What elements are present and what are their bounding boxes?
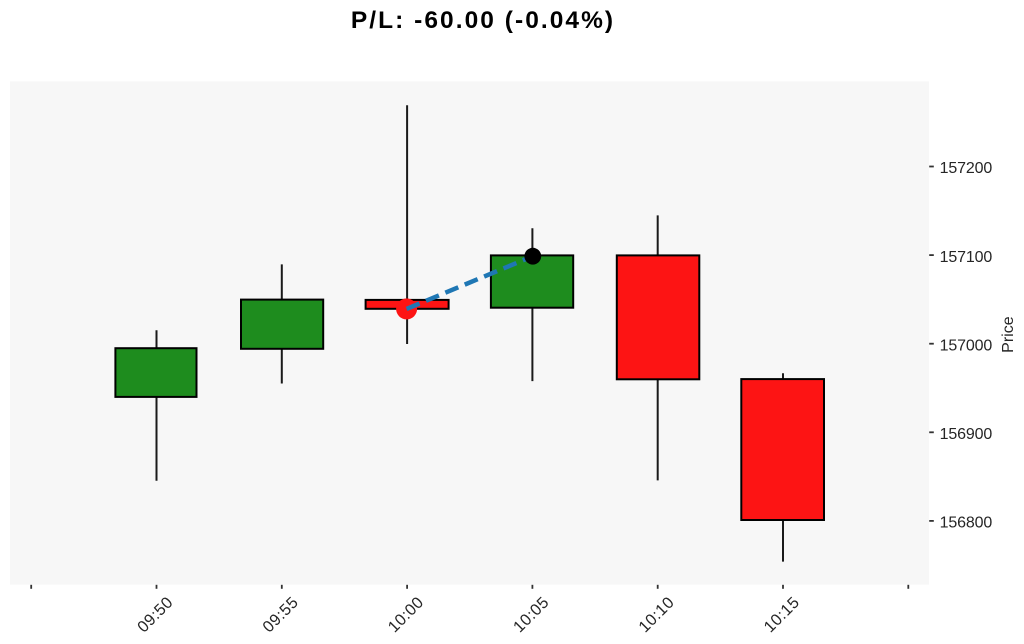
svg-text:10:10: 10:10 xyxy=(635,593,678,636)
svg-text:10:05: 10:05 xyxy=(510,593,553,636)
svg-text:10:15: 10:15 xyxy=(760,593,803,636)
svg-text:157100: 157100 xyxy=(940,249,993,266)
svg-text:Price: Price xyxy=(1000,316,1017,353)
svg-text:157200: 157200 xyxy=(940,160,993,177)
svg-text:09:55: 09:55 xyxy=(259,593,302,636)
svg-text:156800: 156800 xyxy=(940,515,993,532)
svg-text:09:50: 09:50 xyxy=(134,593,177,636)
svg-text:157000: 157000 xyxy=(940,337,993,354)
svg-text:P/L: -60.00 (-0.04%): P/L: -60.00 (-0.04%) xyxy=(351,7,615,34)
svg-text:156900: 156900 xyxy=(940,426,993,443)
svg-text:10:00: 10:00 xyxy=(385,593,428,636)
